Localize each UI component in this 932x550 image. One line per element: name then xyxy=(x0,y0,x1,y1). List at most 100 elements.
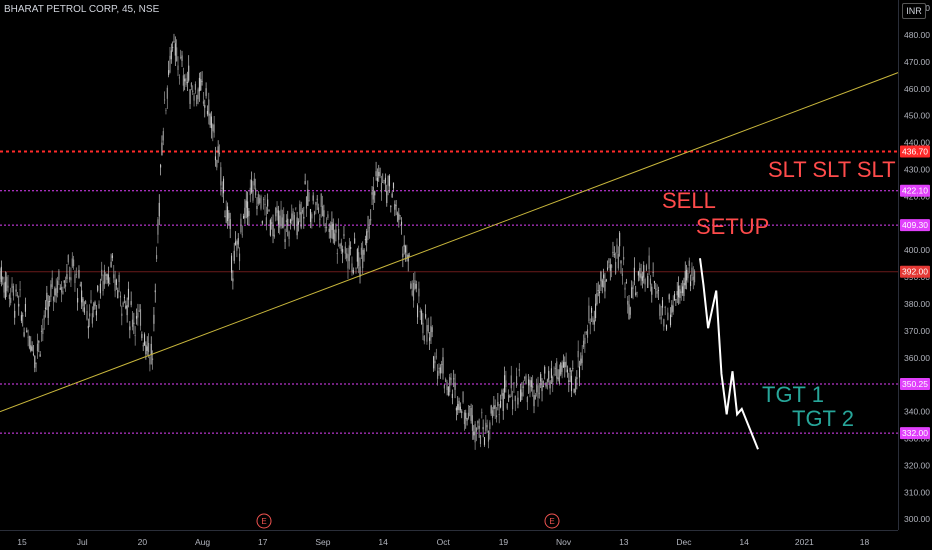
candle-body xyxy=(482,427,484,430)
candle-body xyxy=(122,303,124,305)
price-level-tag xyxy=(900,427,930,440)
candle-body xyxy=(557,377,559,380)
candle-body xyxy=(106,274,108,280)
candle-body xyxy=(382,181,384,183)
candle-body xyxy=(561,365,563,372)
y-tick-label: 310.00 xyxy=(904,487,930,497)
candle-body xyxy=(43,315,45,320)
candle-body xyxy=(292,211,294,220)
candle-body xyxy=(336,253,338,255)
currency-badge[interactable]: INR xyxy=(902,3,926,19)
candle-body xyxy=(239,253,241,262)
candle-body xyxy=(273,234,275,237)
candle-body xyxy=(78,269,80,278)
price-level-tag xyxy=(900,219,930,232)
y-tick-label: 370.00 xyxy=(904,326,930,336)
candle-body xyxy=(407,254,409,262)
candle-body xyxy=(368,227,370,229)
candle-body xyxy=(4,281,6,299)
candle-body xyxy=(209,114,211,126)
candle-body xyxy=(422,322,424,334)
candle-body xyxy=(142,345,144,347)
candle-body xyxy=(586,329,589,338)
candle-body xyxy=(308,200,310,202)
candle-body xyxy=(73,259,75,267)
candle-body xyxy=(93,303,95,311)
candle-body xyxy=(429,337,431,341)
candle-body xyxy=(493,405,495,410)
candle-body xyxy=(680,291,682,293)
candle-body xyxy=(433,356,435,369)
candle-body xyxy=(293,215,295,229)
candle-body xyxy=(651,286,653,295)
candle-body xyxy=(237,238,239,245)
candle-body xyxy=(200,79,202,91)
candle-body xyxy=(624,287,626,290)
candle-body xyxy=(55,288,57,297)
candle-body xyxy=(427,324,429,332)
candle-body xyxy=(110,261,112,267)
price-level-tag xyxy=(900,378,930,391)
candle-body xyxy=(529,380,531,393)
candle-body xyxy=(65,284,67,287)
candle-body xyxy=(383,180,385,182)
candle-body xyxy=(23,332,25,337)
candle-body xyxy=(323,210,325,217)
candle-body xyxy=(425,314,427,318)
candle-body xyxy=(558,369,560,385)
candle-body xyxy=(352,269,354,274)
candle-body xyxy=(82,298,84,307)
candle-body xyxy=(261,221,263,224)
candle-body xyxy=(146,346,148,351)
candle-body xyxy=(172,46,174,48)
candle-body xyxy=(299,204,301,215)
candle-body xyxy=(42,328,44,334)
candle-body xyxy=(569,367,571,372)
candle-body xyxy=(288,231,290,239)
candle-body xyxy=(271,222,273,225)
candle-body xyxy=(162,131,164,141)
candle-body xyxy=(328,228,330,232)
candle-body xyxy=(457,404,459,410)
candle-body xyxy=(309,208,312,222)
candle-body xyxy=(447,386,449,396)
price-level-tag xyxy=(900,265,930,278)
candle-body xyxy=(438,367,440,369)
candle-body xyxy=(135,316,138,319)
candle-body xyxy=(451,393,453,399)
candle-body xyxy=(150,343,152,356)
candle-body xyxy=(423,335,425,342)
candle-body xyxy=(367,216,369,233)
price-level-tag xyxy=(900,145,930,158)
candle-body xyxy=(418,288,420,297)
candle-body xyxy=(2,277,4,280)
candle-body xyxy=(252,190,254,201)
candle-body xyxy=(334,233,336,244)
candle-body xyxy=(296,217,298,236)
candle-body xyxy=(16,294,18,296)
candle-body xyxy=(442,357,444,374)
candle-body xyxy=(526,397,528,403)
candle-body xyxy=(194,83,196,90)
x-tick-label: 19 xyxy=(499,537,509,547)
candle-body xyxy=(46,292,48,302)
candle-body xyxy=(176,47,178,62)
candle-body xyxy=(344,246,346,254)
candle-body xyxy=(327,214,329,218)
candle-body xyxy=(346,253,348,259)
candle-body xyxy=(222,178,225,194)
candle-body xyxy=(257,194,259,204)
candle-body xyxy=(362,250,364,269)
candle-body xyxy=(350,247,352,249)
candle-body xyxy=(516,376,518,386)
candle-body xyxy=(580,358,582,365)
candle-body xyxy=(12,285,14,296)
y-tick-label: 340.00 xyxy=(904,407,930,417)
candle-body xyxy=(421,311,423,324)
candle-body xyxy=(477,420,479,424)
candle-body xyxy=(454,382,456,390)
price-level-label: 332.00 xyxy=(902,428,928,438)
candle-body xyxy=(182,75,184,86)
candle-body xyxy=(380,183,382,193)
